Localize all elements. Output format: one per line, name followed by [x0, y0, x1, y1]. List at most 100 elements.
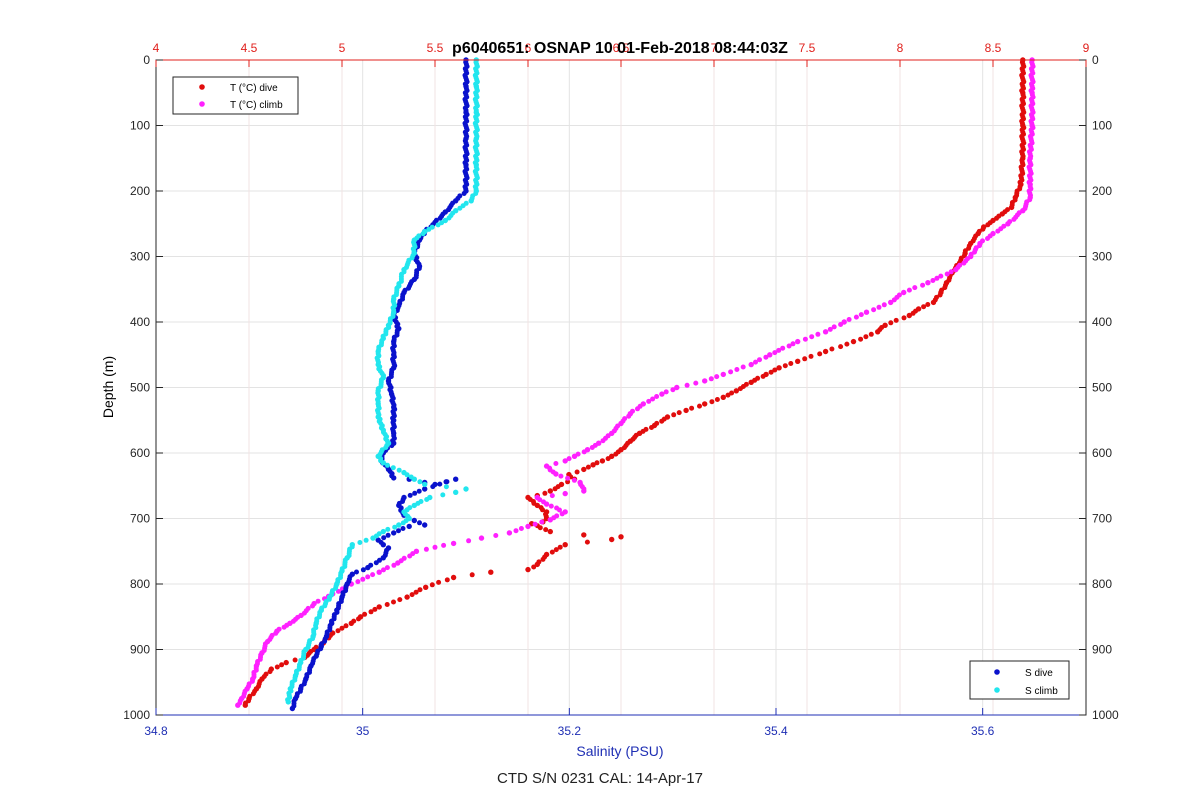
- data-point: [659, 418, 665, 424]
- data-point: [734, 367, 740, 372]
- data-point: [422, 481, 428, 488]
- data-point: [543, 527, 549, 533]
- data-point: [453, 476, 459, 482]
- data-point: [581, 449, 587, 455]
- data-point: [763, 354, 769, 360]
- data-point: [468, 198, 474, 204]
- data-point: [411, 502, 417, 509]
- data-point: [348, 620, 354, 626]
- data-point: [925, 302, 931, 307]
- data-point: [733, 388, 739, 394]
- x-top-tick-label: 6: [525, 41, 532, 55]
- data-point: [281, 624, 287, 630]
- data-point: [385, 532, 391, 538]
- data-point: [795, 358, 801, 364]
- data-point: [714, 397, 720, 402]
- data-point: [440, 492, 446, 498]
- data-point: [748, 379, 754, 385]
- data-point: [441, 542, 447, 548]
- data-point: [581, 532, 587, 538]
- data-point: [292, 657, 298, 663]
- data-point: [450, 574, 457, 581]
- data-point: [417, 587, 423, 593]
- data-point: [380, 555, 386, 561]
- data-point: [250, 691, 256, 697]
- data-point: [693, 380, 699, 386]
- data-point: [360, 576, 366, 582]
- data-point: [267, 669, 273, 675]
- y-tick-label: 600: [130, 446, 150, 460]
- x-tick-label: 35: [356, 724, 370, 738]
- data-point: [1005, 221, 1011, 227]
- data-point: [396, 467, 402, 473]
- data-point: [518, 526, 524, 531]
- data-point: [463, 486, 469, 492]
- y-tick-label-right: 900: [1092, 643, 1112, 657]
- data-point: [365, 564, 371, 571]
- legend-label-s-dive: S dive: [1025, 668, 1053, 679]
- data-point: [423, 584, 429, 590]
- data-point: [453, 489, 459, 495]
- data-point: [549, 549, 555, 555]
- data-point: [380, 528, 386, 535]
- data-point: [537, 497, 543, 503]
- data-point: [390, 465, 396, 471]
- data-point: [901, 289, 907, 296]
- data-point: [875, 329, 881, 335]
- data-point: [547, 488, 553, 494]
- data-point: [948, 269, 954, 275]
- data-point: [547, 517, 553, 523]
- data-point: [435, 222, 441, 228]
- y-tick-label-right: 1000: [1092, 708, 1119, 722]
- data-point: [725, 392, 731, 398]
- data-point: [594, 460, 600, 466]
- ctd-calibration-footer: CTD S/N 0231 CAL: 14-Apr-17: [497, 770, 703, 787]
- data-point: [930, 278, 936, 283]
- data-point: [599, 458, 606, 464]
- data-point: [650, 396, 656, 402]
- data-point: [411, 517, 417, 524]
- data-point: [768, 369, 774, 375]
- data-point: [430, 484, 436, 490]
- legend-marker-t-dive: [199, 84, 205, 90]
- x-tick-label: 34.8: [144, 724, 168, 738]
- data-point: [274, 664, 280, 670]
- data-point: [469, 572, 475, 578]
- data-point: [432, 544, 438, 550]
- data-point: [772, 367, 778, 373]
- data-point: [562, 490, 568, 497]
- data-point: [938, 273, 944, 279]
- data-point: [815, 331, 821, 337]
- data-point: [552, 486, 558, 492]
- data-point: [757, 357, 762, 363]
- data-point: [391, 562, 397, 568]
- data-point: [850, 338, 857, 345]
- data-point: [772, 350, 778, 356]
- data-point: [844, 341, 850, 347]
- data-point: [934, 275, 940, 281]
- legend-marker-s-dive: [994, 669, 1000, 675]
- data-point: [737, 386, 743, 392]
- data-point: [400, 526, 406, 531]
- data-point: [961, 260, 967, 266]
- data-point: [980, 226, 986, 232]
- data-point: [728, 369, 734, 375]
- data-point: [609, 536, 615, 543]
- data-point: [802, 356, 808, 362]
- data-point: [557, 544, 563, 550]
- data-point: [466, 538, 472, 544]
- data-point: [413, 589, 419, 595]
- data-point: [786, 343, 792, 349]
- data-point: [780, 345, 786, 351]
- data-point: [363, 537, 369, 543]
- data-point: [689, 405, 695, 411]
- data-point: [443, 484, 449, 490]
- data-point: [562, 458, 568, 464]
- data-point: [543, 501, 550, 507]
- legend-temperature: T (°C) dive T (°C) climb: [172, 76, 299, 115]
- data-point: [1008, 204, 1015, 211]
- data-point: [506, 530, 513, 536]
- data-point: [373, 560, 379, 566]
- data-point: [365, 574, 371, 580]
